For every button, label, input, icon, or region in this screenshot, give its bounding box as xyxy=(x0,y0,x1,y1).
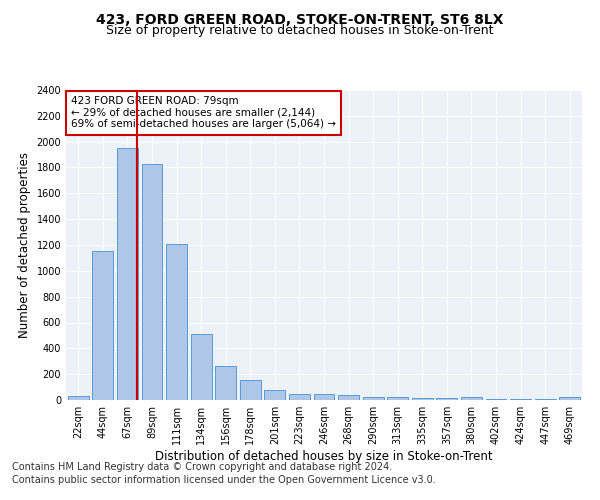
Text: Contains public sector information licensed under the Open Government Licence v3: Contains public sector information licen… xyxy=(12,475,436,485)
Bar xyxy=(142,164,163,400)
Bar xyxy=(436,398,457,400)
Bar xyxy=(117,148,138,400)
Bar xyxy=(461,397,482,400)
Text: Contains HM Land Registry data © Crown copyright and database right 2024.: Contains HM Land Registry data © Crown c… xyxy=(12,462,392,472)
Bar xyxy=(289,394,310,400)
Bar xyxy=(92,252,113,400)
Text: Size of property relative to detached houses in Stoke-on-Trent: Size of property relative to detached ho… xyxy=(106,24,494,37)
Text: 423 FORD GREEN ROAD: 79sqm
← 29% of detached houses are smaller (2,144)
69% of s: 423 FORD GREEN ROAD: 79sqm ← 29% of deta… xyxy=(71,96,336,130)
Bar xyxy=(559,398,580,400)
X-axis label: Distribution of detached houses by size in Stoke-on-Trent: Distribution of detached houses by size … xyxy=(155,450,493,463)
Bar xyxy=(387,398,408,400)
Text: 423, FORD GREEN ROAD, STOKE-ON-TRENT, ST6 8LX: 423, FORD GREEN ROAD, STOKE-ON-TRENT, ST… xyxy=(96,12,504,26)
Bar xyxy=(338,395,359,400)
Bar xyxy=(240,380,261,400)
Bar xyxy=(362,398,383,400)
Bar xyxy=(191,334,212,400)
Bar xyxy=(412,398,433,400)
Bar xyxy=(314,394,334,400)
Bar xyxy=(215,366,236,400)
Bar xyxy=(265,390,286,400)
Bar xyxy=(68,396,89,400)
Bar xyxy=(166,244,187,400)
Y-axis label: Number of detached properties: Number of detached properties xyxy=(18,152,31,338)
